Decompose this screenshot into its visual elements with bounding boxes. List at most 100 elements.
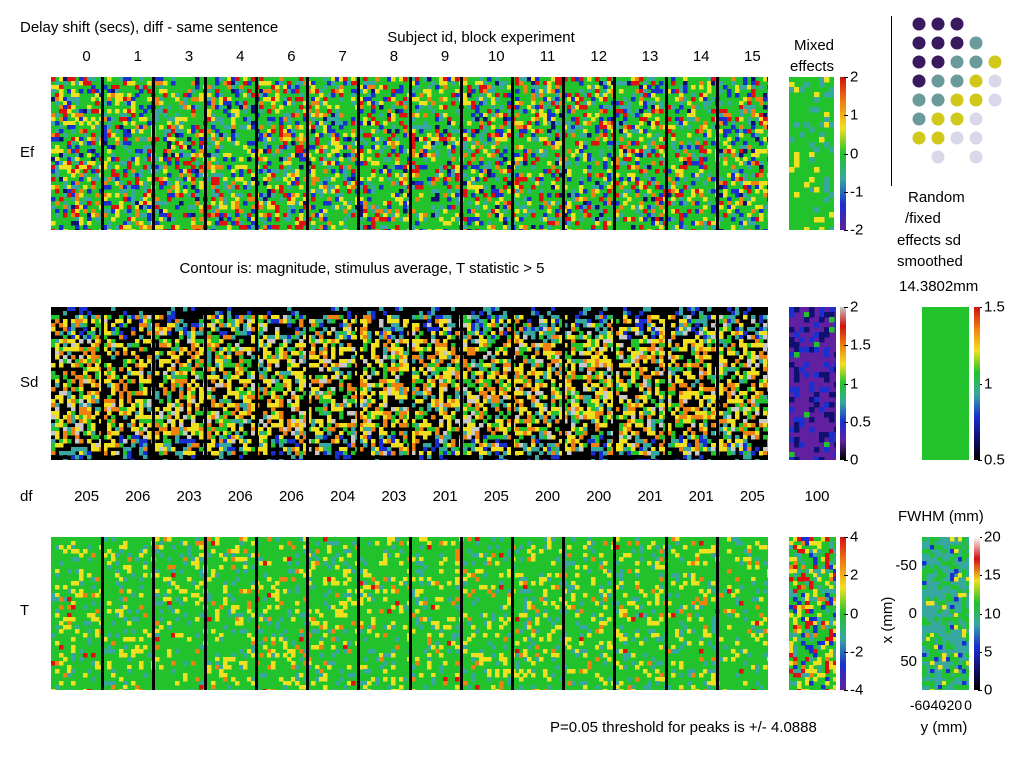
slice-dot xyxy=(931,112,945,126)
t-colorbar-tick-label: -2 xyxy=(850,643,864,661)
slice-dot xyxy=(931,150,945,164)
mix-t-texture xyxy=(789,537,836,690)
strip-t-texture xyxy=(51,537,768,690)
slice-dot xyxy=(969,131,983,145)
fwhm-colorbar-tick-label: 10 xyxy=(984,605,1001,622)
slice-dot xyxy=(931,74,945,88)
sd-colorbar-tick-mark xyxy=(844,460,848,461)
fwhm-colorbar-tick-label: 15 xyxy=(984,566,1001,584)
slice-dot xyxy=(912,36,926,50)
slice-dot xyxy=(912,93,926,107)
fwhm-colorbar-tick-mark xyxy=(978,613,982,615)
fwhm-y-tick-label: -60 xyxy=(909,697,931,713)
df-value: 206 xyxy=(278,488,304,505)
slice-dot xyxy=(969,150,983,164)
fwhm-colorbar-tick-mark xyxy=(978,537,982,538)
contour-note: Contour is: magnitude, stimulus average,… xyxy=(179,260,545,277)
t-heatmap-strip xyxy=(51,537,768,690)
slice-dot xyxy=(988,93,1002,107)
t-mixed-effects-map xyxy=(789,537,836,690)
fwhm-y-tick-label: 0 xyxy=(964,697,972,713)
random-fixed-label-line4: smoothed xyxy=(897,253,963,270)
ef-heatmap-strip xyxy=(51,77,768,230)
fwhm-colorbar xyxy=(974,537,980,690)
sd-colorbar-tick-mark xyxy=(844,307,848,308)
slice-dot xyxy=(931,36,945,50)
slice-dot xyxy=(969,112,983,126)
figure-title: Delay shift (secs), diff - same sentence xyxy=(20,19,279,36)
legend-divider xyxy=(891,16,892,186)
ef-colorbar-tick-label: 2 xyxy=(850,68,859,86)
sd-colorbar-tick-label: 0.5 xyxy=(850,413,871,431)
t-colorbar-tick-label: -4 xyxy=(850,681,864,699)
t-colorbar-tick-label: 0 xyxy=(850,605,859,622)
ratio-colorbar-tick-mark xyxy=(978,307,982,308)
slice-dot xyxy=(931,17,945,31)
subject-id-label: 15 xyxy=(744,48,761,65)
ef-colorbar-tick-mark xyxy=(844,153,848,155)
subject-id-label: 7 xyxy=(338,48,347,65)
t-colorbar-tick-label: 2 xyxy=(850,566,859,584)
fwhm-x-tick-label: -50 xyxy=(895,557,917,574)
df-value: 201 xyxy=(637,488,663,505)
df-mixed-value: 100 xyxy=(804,488,830,505)
row-label-df: df xyxy=(20,488,33,505)
ef-colorbar-tick-label: 0 xyxy=(850,145,859,162)
df-value: 200 xyxy=(535,488,561,505)
subject-id-label: 8 xyxy=(389,48,399,65)
t-colorbar-tick-label: 4 xyxy=(850,528,859,546)
slice-dot xyxy=(950,17,964,31)
fwhm-y-tick-label: -40 xyxy=(925,697,947,713)
sd-colorbar-tick-label: 0 xyxy=(850,451,859,469)
sd-colorbar-tick-mark xyxy=(844,345,848,347)
slice-dot xyxy=(988,55,1002,69)
fwhm-map-texture xyxy=(922,537,969,690)
ef-colorbar-tick-mark xyxy=(844,115,848,117)
fwhm-y-axis-label: y (mm) xyxy=(920,719,968,736)
subject-id-label: 10 xyxy=(487,48,505,65)
ratio-colorbar-tick-mark xyxy=(978,383,982,385)
slice-grid-legend xyxy=(912,17,1002,164)
slice-dot xyxy=(969,93,983,107)
slice-dot xyxy=(969,36,983,50)
t-colorbar-tick-mark xyxy=(844,651,848,653)
df-value: 201 xyxy=(432,488,458,505)
ratio-colorbar-tick-label: 1 xyxy=(984,375,993,392)
df-value: 205 xyxy=(739,488,765,505)
df-value: 205 xyxy=(483,488,509,505)
fwhm-x-axis-label: x (mm) xyxy=(879,596,896,644)
ratio-colorbar-tick-label: 0.5 xyxy=(984,451,1005,469)
slice-dot xyxy=(912,74,926,88)
ef-colorbar-tick-mark xyxy=(844,230,848,231)
fwhm-colorbar-tick-mark xyxy=(978,651,982,653)
slice-dot xyxy=(950,131,964,145)
slice-dot xyxy=(950,36,964,50)
slice-dot xyxy=(969,74,983,88)
df-value: 206 xyxy=(227,488,253,505)
slice-dot xyxy=(931,93,945,107)
random-fixed-label-line1: Random xyxy=(908,189,965,206)
fwhm-colorbar-tick-label: 0 xyxy=(984,681,993,699)
slice-dot xyxy=(912,55,926,69)
ratio-colorbar-tick-label: 1.5 xyxy=(984,298,1005,316)
fwhm-colorbar-tick-label: 20 xyxy=(984,528,1001,546)
t-colorbar xyxy=(840,537,846,690)
sd-colorbar-tick-mark xyxy=(844,421,848,423)
mix-sd-texture xyxy=(789,307,836,460)
subject-id-label: 14 xyxy=(692,48,710,65)
df-value: 200 xyxy=(586,488,612,505)
ratio-map-texture xyxy=(922,307,969,460)
subject-id-label: 6 xyxy=(287,48,296,65)
slice-dot xyxy=(969,55,983,69)
subject-id-label: 1 xyxy=(133,48,142,65)
smoothing-value: 14.3802mm xyxy=(899,278,979,295)
ef-colorbar xyxy=(840,77,846,230)
row-label-t: T xyxy=(20,602,30,619)
sd-colorbar-tick-label: 2 xyxy=(850,298,859,316)
ratio-colorbar-tick-mark xyxy=(978,460,982,461)
slice-dot xyxy=(912,131,926,145)
subject-id-label: 4 xyxy=(236,48,245,65)
subject-id-label: 11 xyxy=(539,48,556,65)
t-colorbar-tick-mark xyxy=(844,537,848,538)
df-value: 206 xyxy=(125,488,151,505)
